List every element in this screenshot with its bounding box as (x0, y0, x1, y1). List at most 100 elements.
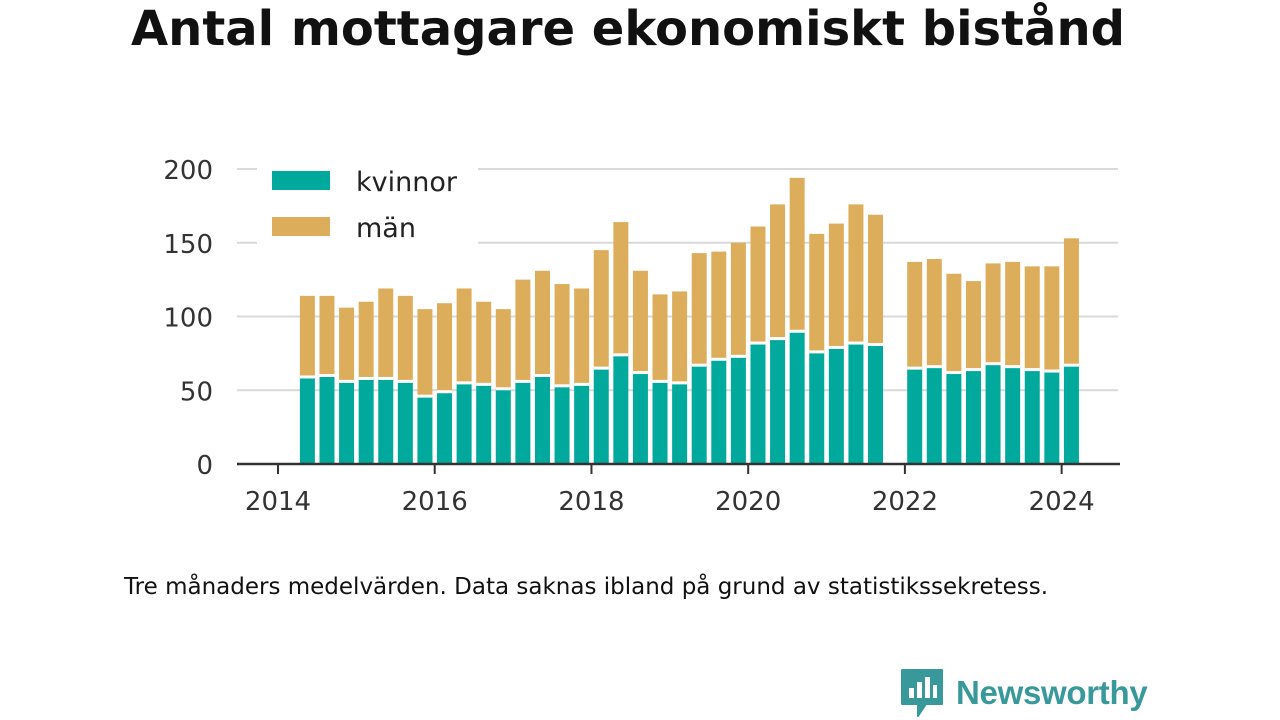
bar-man (730, 242, 746, 357)
bar-man (672, 291, 688, 383)
bar-man (319, 295, 335, 376)
bar-kvinnor (554, 385, 570, 464)
bar-kvinnor (868, 344, 884, 464)
bar-kvinnor (1044, 371, 1060, 464)
y-tick-label: 100 (163, 304, 213, 334)
bar-kvinnor (907, 368, 923, 464)
bar-kvinnor (730, 356, 746, 464)
bar-man (789, 177, 805, 332)
bar-man (828, 223, 844, 348)
bar-man (1063, 238, 1079, 366)
y-tick-label: 0 (196, 451, 213, 481)
bar-kvinnor (456, 382, 472, 464)
x-axis: 2014 2016 2018 2020 2022 2024 (237, 462, 1120, 517)
bar-kvinnor (770, 338, 786, 464)
bar-kvinnor (632, 372, 648, 464)
bar-kvinnor (378, 378, 394, 464)
bar-man (965, 281, 981, 370)
bar-man (299, 295, 315, 377)
x-tick-label: 2022 (872, 487, 938, 517)
bar-man (476, 301, 492, 385)
bar-man (691, 253, 707, 366)
brand-logo: Newsworthy (900, 668, 1148, 718)
bar-kvinnor (652, 381, 668, 464)
y-tick-label: 50 (180, 377, 213, 407)
bar-man (711, 251, 727, 360)
page-title: Antal mottagare ekonomiskt bistånd (131, 1, 1125, 57)
y-tick-label: 200 (163, 156, 213, 186)
y-tick-labels: 0 50 100 150 200 (163, 156, 213, 481)
bar-kvinnor (691, 365, 707, 464)
bar-kvinnor (672, 382, 688, 464)
bar-kvinnor (985, 363, 1001, 464)
x-tick-label: 2020 (715, 487, 781, 517)
bar-man (613, 222, 629, 355)
bar-kvinnor (495, 388, 511, 464)
bar-kvinnor (926, 366, 942, 464)
bar-kvinnor (828, 347, 844, 464)
legend-label-man: män (356, 213, 416, 244)
bar-man (456, 288, 472, 383)
bar-kvinnor (476, 384, 492, 464)
x-tick-label: 2014 (245, 487, 311, 517)
bar-man (397, 295, 413, 382)
bar-man (593, 250, 609, 369)
bar-kvinnor (437, 391, 453, 464)
bar-man (1024, 266, 1040, 370)
legend-swatch-man (272, 217, 330, 236)
bar-kvinnor (319, 375, 335, 464)
bar-kvinnor (613, 354, 629, 464)
bar-man (868, 214, 884, 345)
legend: kvinnor män (257, 164, 478, 244)
bar-kvinnor (534, 375, 550, 464)
bar-man (495, 309, 511, 389)
bar-man (437, 303, 453, 392)
bar-kvinnor (1005, 366, 1021, 464)
bar-man (926, 258, 942, 367)
bar-kvinnor (417, 396, 433, 464)
newsworthy-logo-icon (901, 669, 943, 717)
brand-name: Newsworthy (956, 674, 1148, 711)
bar-man (809, 233, 825, 352)
bar-kvinnor (946, 372, 962, 464)
bar-man (554, 284, 570, 386)
bar-man (750, 226, 766, 344)
footnote: Tre månaders medelvärden. Data saknas ib… (124, 574, 1049, 600)
bar-kvinnor (848, 343, 864, 464)
bar-kvinnor (358, 378, 374, 464)
legend-swatch-kvinnor (272, 171, 330, 190)
x-tick-label: 2016 (402, 487, 468, 517)
bar-kvinnor (711, 359, 727, 464)
bar-kvinnor (574, 384, 590, 464)
bar-man (1005, 261, 1021, 367)
bar-man (632, 270, 648, 373)
bar-kvinnor (789, 331, 805, 464)
bar-man (985, 263, 1001, 364)
bar-kvinnor (1024, 369, 1040, 464)
bars (299, 177, 1079, 464)
bar-man (378, 288, 394, 379)
bar-man (946, 273, 962, 373)
x-tick-label: 2024 (1029, 487, 1095, 517)
bar-man (770, 204, 786, 339)
bar-man (417, 309, 433, 397)
bar-kvinnor (750, 343, 766, 464)
x-tick-label: 2018 (558, 487, 624, 517)
bar-man (358, 301, 374, 379)
bar-kvinnor (965, 369, 981, 464)
bar-man (1044, 266, 1060, 372)
bar-man (339, 307, 355, 382)
bar-man (848, 204, 864, 344)
bar-kvinnor (299, 376, 315, 464)
bar-kvinnor (339, 381, 355, 464)
bar-kvinnor (397, 381, 413, 464)
bar-man (907, 261, 923, 369)
bar-kvinnor (515, 381, 531, 464)
bar-man (652, 294, 668, 382)
bar-man (515, 279, 531, 382)
bar-kvinnor (593, 368, 609, 464)
bar-man (574, 288, 590, 385)
bar-kvinnor (809, 351, 825, 464)
bar-man (534, 270, 550, 376)
